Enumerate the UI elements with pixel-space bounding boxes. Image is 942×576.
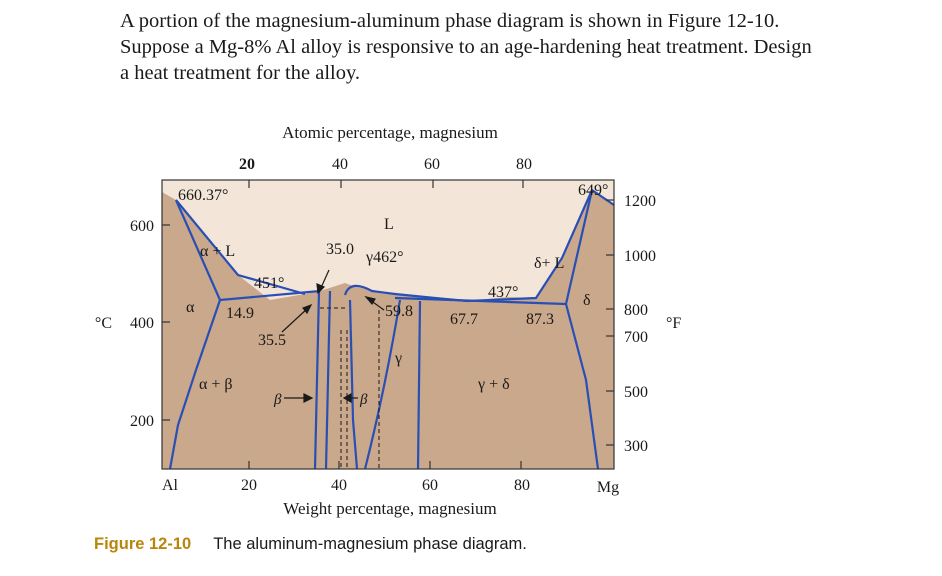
mg-edge-line bbox=[591, 189, 615, 206]
top-tick-40: 40 bbox=[332, 156, 348, 173]
problem-line-3: a heat treatment for the alloy. bbox=[120, 62, 361, 84]
bottom-axis-title: Weight percentage, magnesium bbox=[283, 499, 496, 518]
plot-frame bbox=[161, 179, 615, 470]
label-c-59-8: 59.8 bbox=[385, 303, 413, 320]
gamma-dome bbox=[343, 284, 396, 296]
left-unit: °C bbox=[95, 315, 112, 332]
label-gamma: γ bbox=[394, 350, 402, 367]
label-gamma-462: γ462° bbox=[365, 249, 403, 266]
solidus-alpha bbox=[174, 199, 222, 301]
eutectic-451-line bbox=[219, 289, 321, 302]
label-delta-liquid: δ+ L bbox=[534, 255, 564, 272]
label-beta-left: β bbox=[273, 392, 282, 408]
right-tick-1200: 1200 bbox=[624, 193, 656, 210]
problem-line-1: A portion of the magnesium-aluminum phas… bbox=[120, 10, 780, 32]
problem-line-2: Suppose a Mg-8% Al alloy is responsive t… bbox=[120, 36, 812, 58]
right-tick-700: 700 bbox=[624, 329, 648, 346]
top-tick-80: 80 bbox=[516, 156, 532, 173]
gamma-left-boundary bbox=[348, 299, 359, 470]
delta-solidus bbox=[564, 189, 594, 305]
bottom-tick-al: Al bbox=[162, 477, 179, 494]
top-tick-60: 60 bbox=[424, 156, 440, 173]
right-tick-300: 300 bbox=[624, 438, 648, 455]
bottom-tick-20: 20 bbox=[241, 477, 257, 494]
label-liquid: L bbox=[384, 216, 394, 233]
beta-right-boundary bbox=[324, 290, 332, 470]
label-eutectic-437: 437° bbox=[488, 284, 518, 301]
label-c-35-5: 35.5 bbox=[258, 332, 286, 349]
delta-solvus bbox=[564, 303, 600, 470]
beta-left-boundary bbox=[313, 290, 321, 470]
pointer-arrows bbox=[281, 269, 385, 404]
right-tick-800: 800 bbox=[624, 302, 648, 319]
label-delta: δ bbox=[583, 292, 591, 309]
arrow-35-5 bbox=[281, 307, 309, 333]
left-tick-400: 400 bbox=[130, 315, 154, 332]
label-c-14-9: 14.9 bbox=[226, 305, 254, 322]
right-tick-1000: 1000 bbox=[624, 248, 656, 265]
label-c-67-7: 67.7 bbox=[450, 311, 478, 328]
bottom-tick-40: 40 bbox=[331, 477, 347, 494]
top-axis-title: Atomic percentage, magnesium bbox=[282, 123, 498, 142]
liquidus-right bbox=[466, 189, 594, 303]
solvus-alpha bbox=[168, 299, 222, 470]
label-al-melt: 660.37° bbox=[178, 187, 228, 204]
tick-marks bbox=[162, 180, 614, 469]
figure-caption: Figure 12-10 The aluminum-magnesium phase… bbox=[94, 535, 527, 554]
bottom-tick-60: 60 bbox=[422, 477, 438, 494]
liquidus-mid bbox=[394, 292, 468, 303]
caption-text: The aluminum-magnesium phase diagram. bbox=[213, 535, 527, 553]
label-alpha-liquid: α + L bbox=[200, 243, 235, 260]
label-eutectic-451: 451° bbox=[254, 275, 284, 292]
label-alpha: α bbox=[186, 299, 195, 316]
beta-dashed-lines bbox=[320, 307, 380, 469]
label-gamma-delta: γ + δ bbox=[477, 376, 510, 393]
bottom-tick-80: 80 bbox=[514, 477, 530, 494]
liquid-region bbox=[162, 180, 614, 301]
phase-boundaries bbox=[168, 189, 615, 470]
left-tick-200: 200 bbox=[130, 413, 154, 430]
liquidus-left bbox=[175, 199, 306, 296]
bottom-tick-mg: Mg bbox=[597, 479, 619, 496]
figure-label: Figure 12-10 bbox=[94, 535, 192, 553]
right-tick-500: 500 bbox=[624, 384, 648, 401]
gamma-right-boundary bbox=[363, 299, 402, 470]
top-tick-20: 20 bbox=[239, 156, 255, 173]
left-tick-600: 600 bbox=[130, 218, 154, 235]
gamma-delta-left bbox=[416, 300, 422, 470]
problem-statement: A portion of the magnesium-aluminum phas… bbox=[120, 8, 880, 86]
label-mg-melt: 649° bbox=[578, 182, 608, 199]
right-unit: °F bbox=[666, 315, 681, 332]
label-alpha-beta: α + β bbox=[199, 376, 233, 393]
label-beta-right: β bbox=[359, 392, 368, 408]
label-c-87-3: 87.3 bbox=[526, 311, 554, 328]
label-c-35-0: 35.0 bbox=[326, 241, 354, 258]
